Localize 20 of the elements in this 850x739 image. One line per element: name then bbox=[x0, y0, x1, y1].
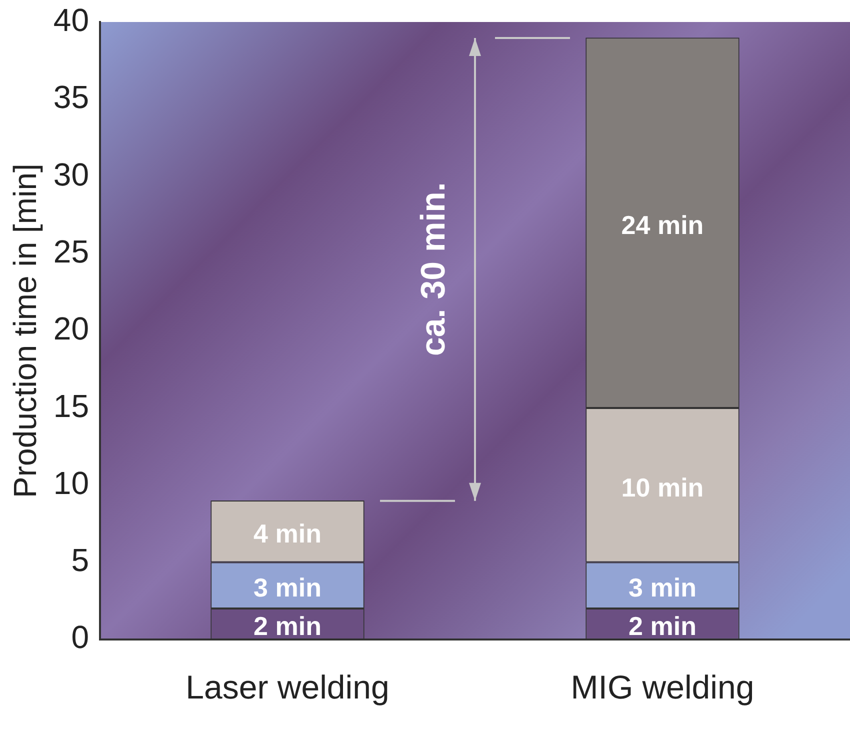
y-axis-title: Production time in [min] bbox=[7, 164, 44, 498]
y-tick-label: 30 bbox=[53, 156, 89, 192]
data-label: 3 min bbox=[254, 572, 322, 603]
y-tick-label: 0 bbox=[71, 619, 89, 656]
data-label: 4 min bbox=[254, 518, 322, 549]
y-tick-label: 25 bbox=[53, 233, 89, 270]
data-label: 2 min bbox=[254, 611, 322, 642]
data-label: 2 min bbox=[628, 611, 696, 642]
y-tick-label: 35 bbox=[53, 79, 89, 116]
x-tick-label: MIG welding bbox=[570, 668, 754, 706]
annotation: ca. 30 min. bbox=[414, 182, 452, 356]
data-label: 10 min bbox=[621, 472, 704, 502]
data-label: 3 min bbox=[628, 572, 696, 603]
y-tick-label: 15 bbox=[53, 388, 89, 424]
y-tick-label: 40 bbox=[53, 2, 89, 38]
y-tick-label: 20 bbox=[53, 310, 89, 347]
data-label: 24 min bbox=[621, 210, 704, 240]
y-tick-label: 10 bbox=[53, 464, 89, 501]
x-tick-label: Laser welding bbox=[186, 668, 390, 706]
y-tick-label: 5 bbox=[71, 542, 89, 578]
